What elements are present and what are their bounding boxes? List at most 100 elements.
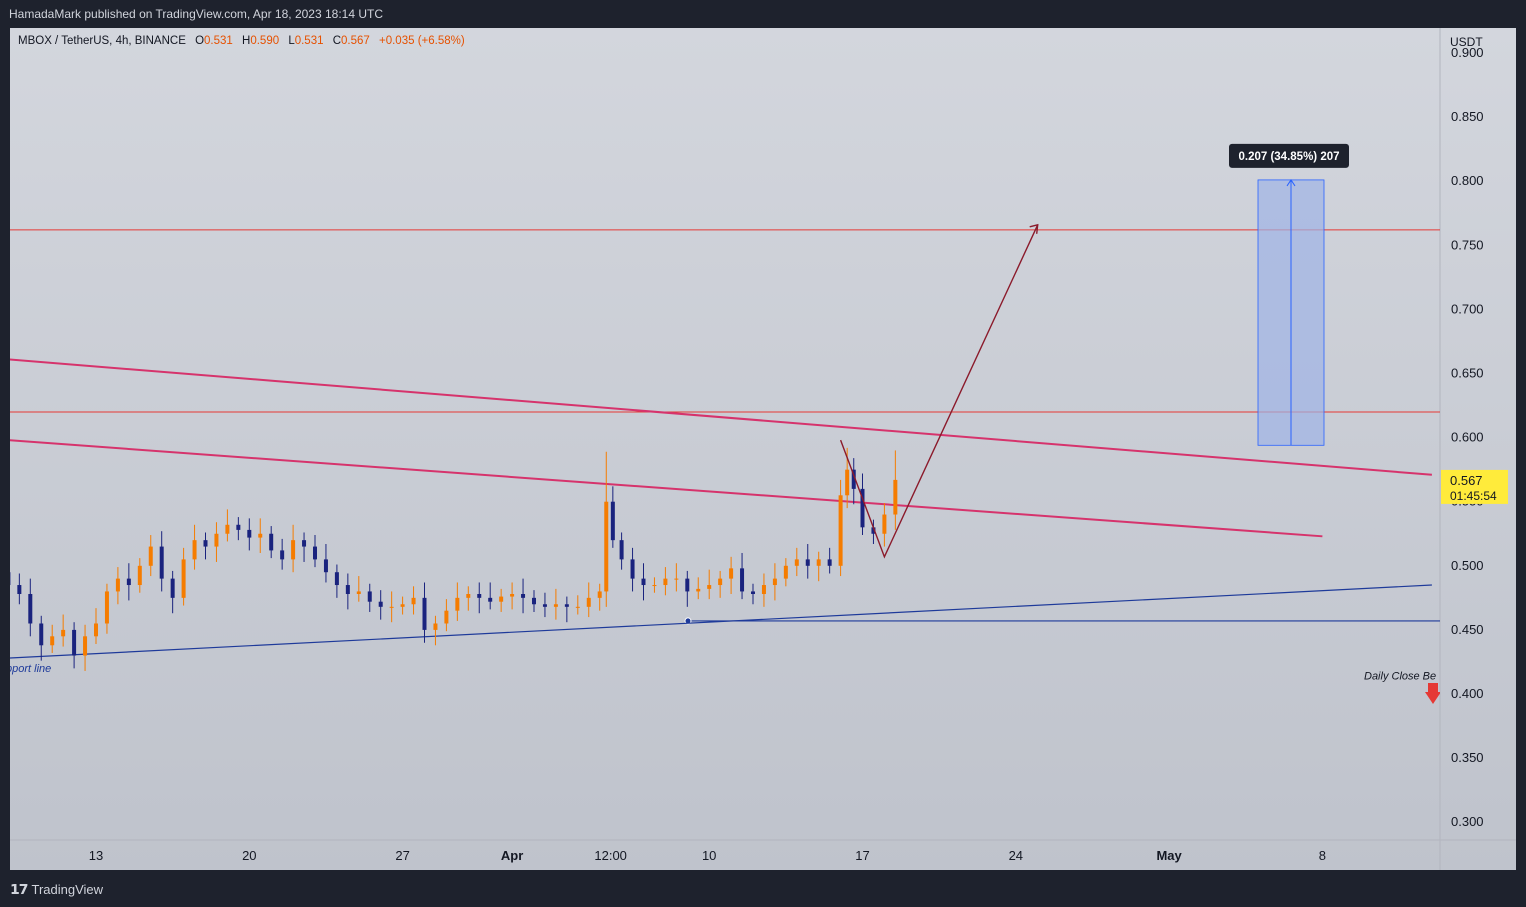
candle-body xyxy=(816,559,821,566)
candle-body xyxy=(685,578,690,592)
y-tick-label: 0.350 xyxy=(1451,750,1484,765)
x-tick-label: May xyxy=(1156,848,1182,863)
horizontal-support-anchor xyxy=(684,617,692,625)
candle-body xyxy=(137,565,142,586)
candle-body xyxy=(302,540,307,547)
measure-label-box xyxy=(1229,143,1349,168)
candle-body xyxy=(126,578,131,586)
change-value: +0.035 (+6.58%) xyxy=(379,35,465,47)
candle-body xyxy=(411,597,416,605)
y-tick-label: 0.600 xyxy=(1451,430,1484,445)
candle-body xyxy=(630,559,635,579)
candle-body xyxy=(192,540,197,560)
support-trendline xyxy=(10,584,1432,659)
y-tick-label: 0.400 xyxy=(1451,686,1484,701)
y-tick-label: 0.450 xyxy=(1451,622,1484,637)
candle-body xyxy=(291,540,296,560)
top-bar: HamadaMark published on TradingView.com,… xyxy=(0,0,1526,28)
candle-body xyxy=(280,550,285,560)
projection-arrowhead xyxy=(1029,223,1039,234)
candle-body xyxy=(532,597,536,605)
candle-body xyxy=(488,597,493,602)
candle-body xyxy=(610,501,615,541)
resistance-trendline xyxy=(10,358,1432,476)
candle-body xyxy=(740,568,745,592)
candle-body xyxy=(882,514,887,534)
currency-label: USDT xyxy=(1450,35,1483,49)
candle-body xyxy=(334,572,339,586)
candle-body xyxy=(553,604,558,607)
candle-body xyxy=(663,578,668,586)
candle-body xyxy=(893,479,898,515)
candle-body xyxy=(214,533,219,547)
candle-body xyxy=(356,591,361,595)
x-tick-label: 20 xyxy=(242,848,256,863)
y-tick-label: 0.700 xyxy=(1451,301,1484,316)
candle-body xyxy=(542,604,547,607)
close-value: 0.567 xyxy=(341,35,370,47)
candle-body xyxy=(652,585,657,587)
bottom-bar xyxy=(0,870,1526,907)
candle-body xyxy=(860,488,865,528)
candle-body xyxy=(510,594,515,597)
high-key: H xyxy=(242,35,251,47)
candle-body xyxy=(323,559,328,573)
price-chart[interactable]: 0.207 (34.85%) 207 pport line Daily Close … xyxy=(10,28,1516,870)
candle-body xyxy=(794,559,799,566)
candle-body xyxy=(838,495,843,566)
candle-body xyxy=(400,604,405,607)
measure-label: 0.207 (34.85%) 207 xyxy=(1238,151,1339,163)
candle-body xyxy=(170,578,175,598)
candle-body xyxy=(115,578,120,592)
candle-body xyxy=(181,559,186,598)
y-tick-label: 0.800 xyxy=(1451,173,1484,188)
x-tick-label: 27 xyxy=(395,848,409,863)
candle-body xyxy=(641,578,646,586)
candle-body xyxy=(477,594,482,598)
x-tick-label: 12:00 xyxy=(594,848,627,863)
plot-area: 0.207 (34.85%) 207 pport line Daily Close … xyxy=(10,143,1440,704)
candle-body xyxy=(17,585,22,595)
y-tick-label: 0.500 xyxy=(1451,558,1484,573)
tradingview-brand[interactable]: 𝟭𝟳 TradingView xyxy=(10,881,103,898)
resistance-trendline xyxy=(10,439,1323,538)
candle-body xyxy=(39,623,44,646)
candle-body xyxy=(159,546,164,579)
x-tick-label: 8 xyxy=(1319,848,1326,863)
x-tick-label: Apr xyxy=(501,848,523,863)
candle-body xyxy=(367,591,372,602)
candle-body xyxy=(94,623,98,637)
x-tick-label: 13 xyxy=(89,848,103,863)
candle-body xyxy=(751,591,755,595)
measure-arrowhead xyxy=(1286,179,1296,187)
candle-body xyxy=(783,565,788,579)
candle-body xyxy=(236,524,241,530)
support-line-label: pport line xyxy=(10,663,51,675)
candle-body xyxy=(851,469,856,489)
candle-body xyxy=(422,597,427,630)
y-tick-label: 0.750 xyxy=(1451,237,1484,252)
candle-body xyxy=(104,591,109,624)
x-tick-label: 10 xyxy=(702,848,716,863)
candle-body xyxy=(586,597,591,607)
symbol-label[interactable]: MBOX / TetherUS, 4h, BINANCE xyxy=(18,35,186,47)
candle-body xyxy=(845,469,850,496)
down-arrow-icon xyxy=(1425,683,1440,704)
candle-body xyxy=(345,585,350,595)
candle-body xyxy=(313,546,317,560)
candle-body xyxy=(269,533,274,551)
current-price-tag xyxy=(1441,469,1508,504)
y-tick-label: 0.650 xyxy=(1451,366,1484,381)
candle-body xyxy=(575,606,580,608)
candle-body xyxy=(28,594,33,624)
candle-body xyxy=(72,629,77,656)
candle-body xyxy=(772,578,777,586)
chart-background xyxy=(10,28,1516,870)
candle-body xyxy=(696,588,701,592)
ohlc-legend: MBOX / TetherUS, 4h, BINANCE O0.531 H0.5… xyxy=(18,35,465,47)
candle-body xyxy=(466,594,471,598)
high-value: 0.590 xyxy=(250,35,280,47)
tradingview-logo-icon: 𝟭𝟳 xyxy=(10,881,29,897)
candle-body xyxy=(247,529,252,538)
candle-body xyxy=(455,597,460,611)
